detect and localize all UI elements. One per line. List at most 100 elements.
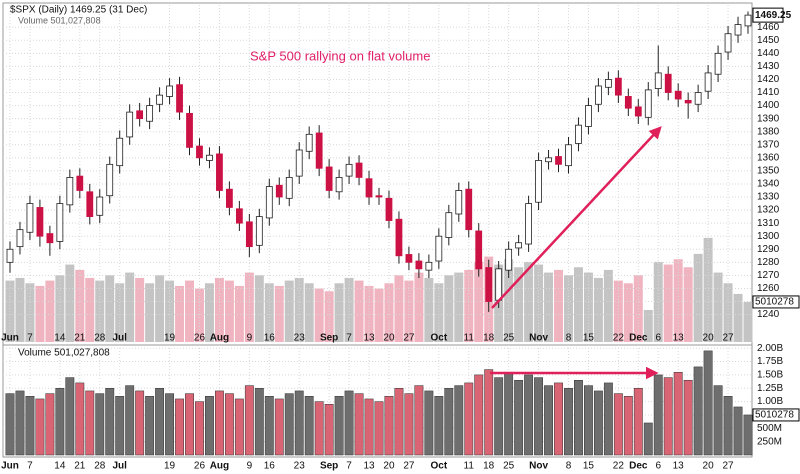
x-tick-label: 13 [363, 461, 375, 472]
candle-body [595, 85, 602, 105]
volume-bar [484, 369, 494, 456]
candle-body [315, 132, 323, 169]
x-tick-label: 11 [464, 461, 475, 472]
last-price-label: 1469.25 [755, 10, 792, 21]
candle-body [216, 153, 223, 191]
y-tick-label: 1340 [757, 179, 780, 190]
candle-body [66, 177, 74, 206]
x-tick-label: 15 [583, 461, 595, 472]
y-tick-label: 1260 [757, 283, 780, 294]
overlay-volume-bar [214, 277, 224, 342]
volume-bar [663, 377, 673, 456]
x-tick-label: 20 [383, 461, 395, 472]
overlay-volume-bar [454, 272, 464, 342]
overlay-volume-bar [733, 293, 743, 342]
overlay-volume-bar [394, 275, 404, 342]
overlay-volume-bar [45, 280, 55, 342]
volume-bar [135, 390, 145, 456]
candle-body [575, 124, 582, 144]
overlay-volume-bar [504, 259, 514, 342]
volume-bar [474, 374, 484, 456]
overlay-volume-bar [554, 269, 564, 342]
candle-body [206, 154, 213, 161]
y-tick-label: 1380 [757, 126, 780, 137]
candle-body [525, 203, 532, 245]
volume-bar [75, 382, 85, 456]
x-tick-label: Aug [210, 333, 229, 344]
x-tick-label: 20 [703, 461, 715, 472]
volume-bar [384, 396, 394, 456]
x-tick-label: 8 [566, 461, 572, 472]
overlay-volume-bar [693, 253, 703, 342]
volume-bar [145, 396, 155, 456]
overlay-volume-bar [204, 283, 214, 342]
candle-body [734, 24, 742, 36]
y-tick-label: 2.00B [757, 343, 783, 354]
candle-body [196, 145, 203, 159]
overlay-volume-bar [703, 237, 713, 342]
volume-bar [25, 396, 35, 456]
candle-body [156, 94, 163, 105]
x-tick-label: 23 [294, 333, 306, 344]
candle-body [445, 212, 453, 238]
overlay-volume-bar [683, 267, 693, 342]
volume-bar [623, 396, 633, 456]
volume-bar [374, 401, 384, 456]
candle-body [325, 166, 333, 191]
x-tick-label: 22 [613, 333, 625, 344]
volume-bar [743, 414, 753, 456]
x-tick-label: 8 [566, 333, 572, 344]
candle-body [136, 110, 144, 120]
candle-body [335, 177, 343, 193]
volume-bar [454, 385, 464, 456]
x-tick-label: 16 [264, 333, 276, 344]
candle-body [545, 157, 552, 163]
x-tick-label: 21 [74, 461, 86, 472]
x-tick-label: Nov [529, 333, 548, 344]
volume-bar [424, 390, 434, 456]
x-tick-label: Jul [112, 333, 127, 344]
volume-bar [354, 393, 364, 456]
candle-body [275, 184, 283, 198]
volume-bar [254, 388, 264, 456]
y-tick-label: 1330 [757, 192, 780, 203]
x-tick-label: 23 [294, 461, 306, 472]
overlay-volume-bar [434, 283, 444, 342]
candle-body [86, 191, 94, 218]
volume-bar [653, 374, 663, 456]
overlay-volume-bar [274, 285, 284, 342]
x-tick-label: Sep [320, 461, 338, 472]
overlay-volume-bar [185, 280, 195, 342]
x-tick-label: 9 [247, 333, 253, 344]
candle-body [744, 14, 752, 27]
volume-bar [703, 350, 713, 456]
candle-body [106, 163, 114, 197]
candle-body [694, 92, 702, 105]
candle-body [475, 230, 483, 270]
volume-bar [264, 396, 274, 456]
x-tick-label: 27 [722, 461, 734, 472]
last-price-box [752, 7, 784, 23]
x-tick-label: Oct [431, 461, 448, 472]
overlay-volume-bar [354, 280, 364, 342]
candle-body [186, 113, 193, 148]
volume-bar [165, 393, 175, 456]
overlay-volume-bar [673, 259, 683, 342]
candle-body [365, 178, 373, 198]
volume-bar [274, 398, 284, 456]
candle-body [46, 233, 54, 244]
y-tick-label: 1.75B [757, 356, 783, 367]
volume-bar [105, 388, 115, 456]
overlay-volume-bar [135, 277, 145, 342]
candle-body [664, 73, 672, 93]
candle-body [674, 90, 682, 100]
overlay-volume-bar [105, 275, 115, 342]
volume-bar [583, 385, 593, 456]
candle-body [6, 248, 14, 263]
volume-bar [723, 396, 733, 456]
volume-bar [244, 385, 254, 456]
x-tick-label: 14 [54, 461, 66, 472]
volume-bar [574, 379, 583, 456]
x-tick-label: 25 [503, 333, 515, 344]
candle-body [166, 85, 173, 97]
